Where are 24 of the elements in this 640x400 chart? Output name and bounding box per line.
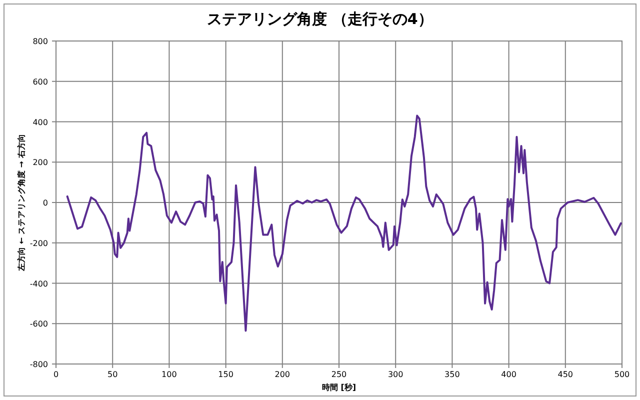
chart-title: ステアリング角度 （走行その4） — [207, 10, 433, 28]
x-tick-label: 500 — [614, 370, 630, 379]
x-tick-label: 200 — [274, 370, 290, 379]
x-tick-label: 150 — [218, 370, 234, 379]
x-tick-label: 250 — [331, 370, 347, 379]
x-tick-label: 50 — [108, 370, 118, 379]
x-tick-label: 0 — [53, 370, 59, 379]
y-tick-label: -200 — [30, 238, 48, 248]
x-tick-label: 100 — [162, 370, 177, 379]
y-tick-label: 600 — [32, 77, 48, 86]
x-tick-label: 400 — [501, 370, 516, 379]
y-tick-label: 400 — [32, 118, 48, 127]
x-axis-title: 時間 [秒] — [322, 383, 356, 392]
y-tick-label: 0 — [42, 198, 48, 208]
y-tick-label: -800 — [30, 360, 48, 369]
y-axis-title: 左方向 ← ステアリング角度 → 右方向 — [16, 134, 26, 272]
x-tick-label: 350 — [444, 370, 460, 379]
y-tick-label: 200 — [32, 158, 48, 168]
y-tick-label: 800 — [32, 37, 48, 46]
y-tick-label: -400 — [30, 279, 48, 288]
x-tick-label: 450 — [558, 370, 574, 379]
x-tick-label: 300 — [388, 370, 404, 379]
y-tick-label: -600 — [30, 320, 48, 329]
line-series — [66, 114, 622, 332]
